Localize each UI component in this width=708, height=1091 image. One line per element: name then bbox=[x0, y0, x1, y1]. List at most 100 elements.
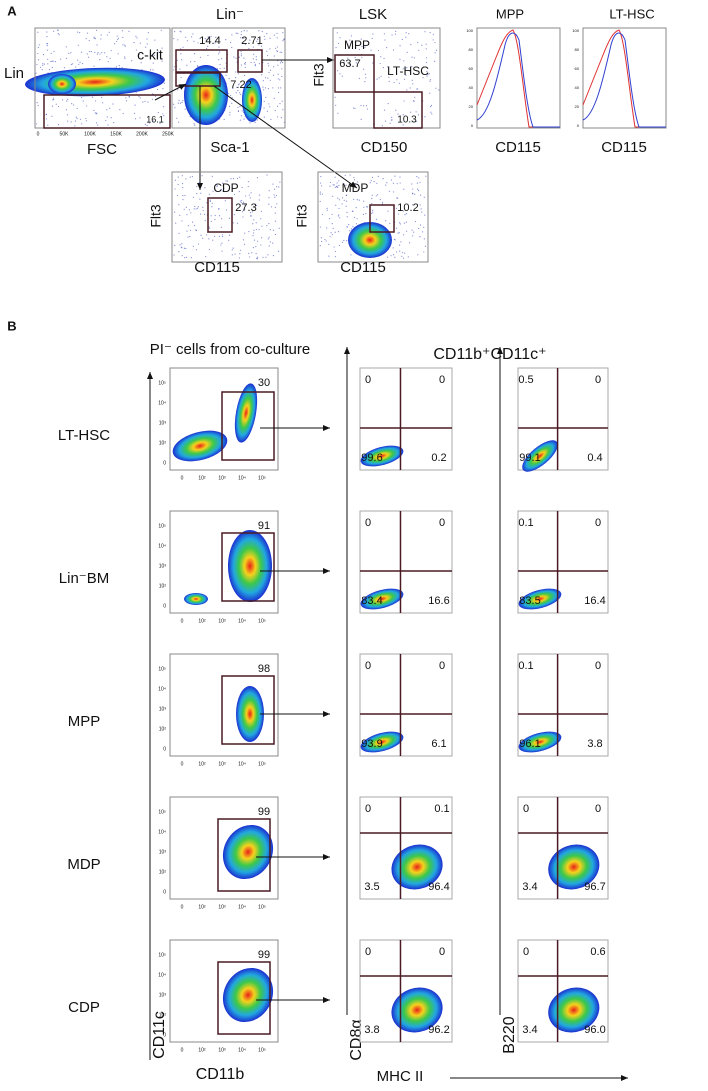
event-dot bbox=[228, 217, 230, 219]
event-dot bbox=[267, 88, 269, 90]
event-dot bbox=[99, 53, 101, 55]
event-dot bbox=[125, 100, 128, 102]
event-dot bbox=[231, 96, 233, 99]
event-dot bbox=[243, 118, 245, 120]
event-dot bbox=[401, 252, 404, 254]
event-dot bbox=[244, 203, 246, 205]
event-dot bbox=[202, 209, 204, 212]
event-dot bbox=[395, 207, 398, 209]
event-dot bbox=[414, 193, 416, 195]
event-dot bbox=[386, 47, 388, 49]
density-blob bbox=[184, 65, 228, 125]
event-dot bbox=[413, 100, 415, 102]
event-dot bbox=[131, 60, 133, 62]
event-dot bbox=[255, 252, 257, 255]
event-dot bbox=[118, 64, 120, 67]
event-dot bbox=[396, 79, 398, 81]
event-dot bbox=[360, 104, 362, 107]
event-dot bbox=[42, 64, 44, 67]
event-dot bbox=[423, 226, 425, 228]
event-dot bbox=[391, 34, 393, 36]
event-dot bbox=[102, 102, 104, 104]
event-dot bbox=[360, 118, 362, 120]
event-dot bbox=[183, 247, 186, 249]
event-dot bbox=[195, 229, 197, 231]
axis-label: Flt3 bbox=[294, 204, 310, 228]
event-dot bbox=[97, 124, 99, 126]
event-dot bbox=[223, 118, 225, 121]
event-dot bbox=[358, 48, 361, 51]
event-dot bbox=[232, 87, 234, 90]
event-dot bbox=[346, 240, 348, 242]
event-dot bbox=[272, 74, 275, 76]
event-dot bbox=[339, 217, 341, 219]
quadrant-value: 3.5 bbox=[364, 881, 379, 893]
event-dot bbox=[76, 117, 78, 120]
event-dot bbox=[146, 124, 148, 127]
event-dot bbox=[221, 218, 223, 220]
event-dot bbox=[253, 232, 255, 234]
event-dot bbox=[405, 74, 407, 76]
event-dot bbox=[53, 30, 55, 32]
event-dot bbox=[269, 228, 271, 231]
event-dot bbox=[248, 252, 250, 255]
event-dot bbox=[195, 249, 198, 251]
event-dot bbox=[94, 112, 96, 114]
event-dot bbox=[79, 32, 81, 34]
event-dot bbox=[172, 103, 175, 105]
event-dot bbox=[387, 210, 389, 212]
event-dot bbox=[163, 115, 165, 117]
event-dot bbox=[231, 254, 233, 256]
event-dot bbox=[268, 103, 270, 105]
event-dot bbox=[151, 93, 154, 95]
event-dot bbox=[272, 254, 275, 257]
event-dot bbox=[238, 56, 240, 58]
event-dot bbox=[205, 256, 207, 258]
event-dot bbox=[75, 66, 77, 68]
event-dot bbox=[338, 184, 340, 187]
event-dot bbox=[263, 100, 265, 102]
event-dot bbox=[226, 180, 229, 182]
density-blob bbox=[234, 383, 258, 443]
tick-label: 10⁵ bbox=[258, 475, 266, 481]
event-dot bbox=[192, 245, 194, 247]
event-dot bbox=[415, 120, 417, 123]
event-dot bbox=[51, 60, 53, 62]
event-dot bbox=[35, 123, 38, 125]
density-blob bbox=[172, 430, 228, 462]
quadrant-value: 0.2 bbox=[431, 452, 446, 464]
event-dot bbox=[149, 69, 152, 71]
event-dot bbox=[197, 243, 200, 245]
event-dot bbox=[87, 56, 90, 58]
tick-label: 10² bbox=[159, 583, 167, 589]
event-dot bbox=[273, 55, 275, 57]
event-dot bbox=[194, 60, 196, 63]
event-dot bbox=[142, 101, 144, 103]
event-dot bbox=[241, 199, 243, 202]
event-dot bbox=[266, 225, 268, 227]
event-dot bbox=[403, 60, 405, 62]
event-dot bbox=[335, 204, 337, 206]
event-dot bbox=[180, 48, 182, 50]
gate-value: 16.1 bbox=[146, 114, 164, 124]
event-dot bbox=[392, 182, 395, 184]
event-dot bbox=[430, 106, 432, 108]
event-dot bbox=[221, 182, 224, 184]
event-dot bbox=[177, 89, 179, 91]
row-label: MDP bbox=[67, 856, 100, 873]
event-dot bbox=[354, 183, 356, 186]
event-dot bbox=[320, 237, 322, 239]
event-dot bbox=[117, 38, 119, 41]
event-dot bbox=[377, 194, 379, 196]
event-dot bbox=[321, 193, 324, 195]
event-dot bbox=[144, 123, 146, 126]
event-dot bbox=[237, 32, 239, 35]
event-dot bbox=[66, 114, 69, 116]
event-dot bbox=[349, 39, 351, 41]
tick-label: 40 bbox=[575, 85, 580, 90]
event-dot bbox=[347, 44, 349, 46]
event-dot bbox=[276, 37, 278, 39]
event-dot bbox=[92, 96, 94, 98]
quadrant-value: 96.0 bbox=[584, 1024, 605, 1036]
event-dot bbox=[386, 182, 388, 184]
